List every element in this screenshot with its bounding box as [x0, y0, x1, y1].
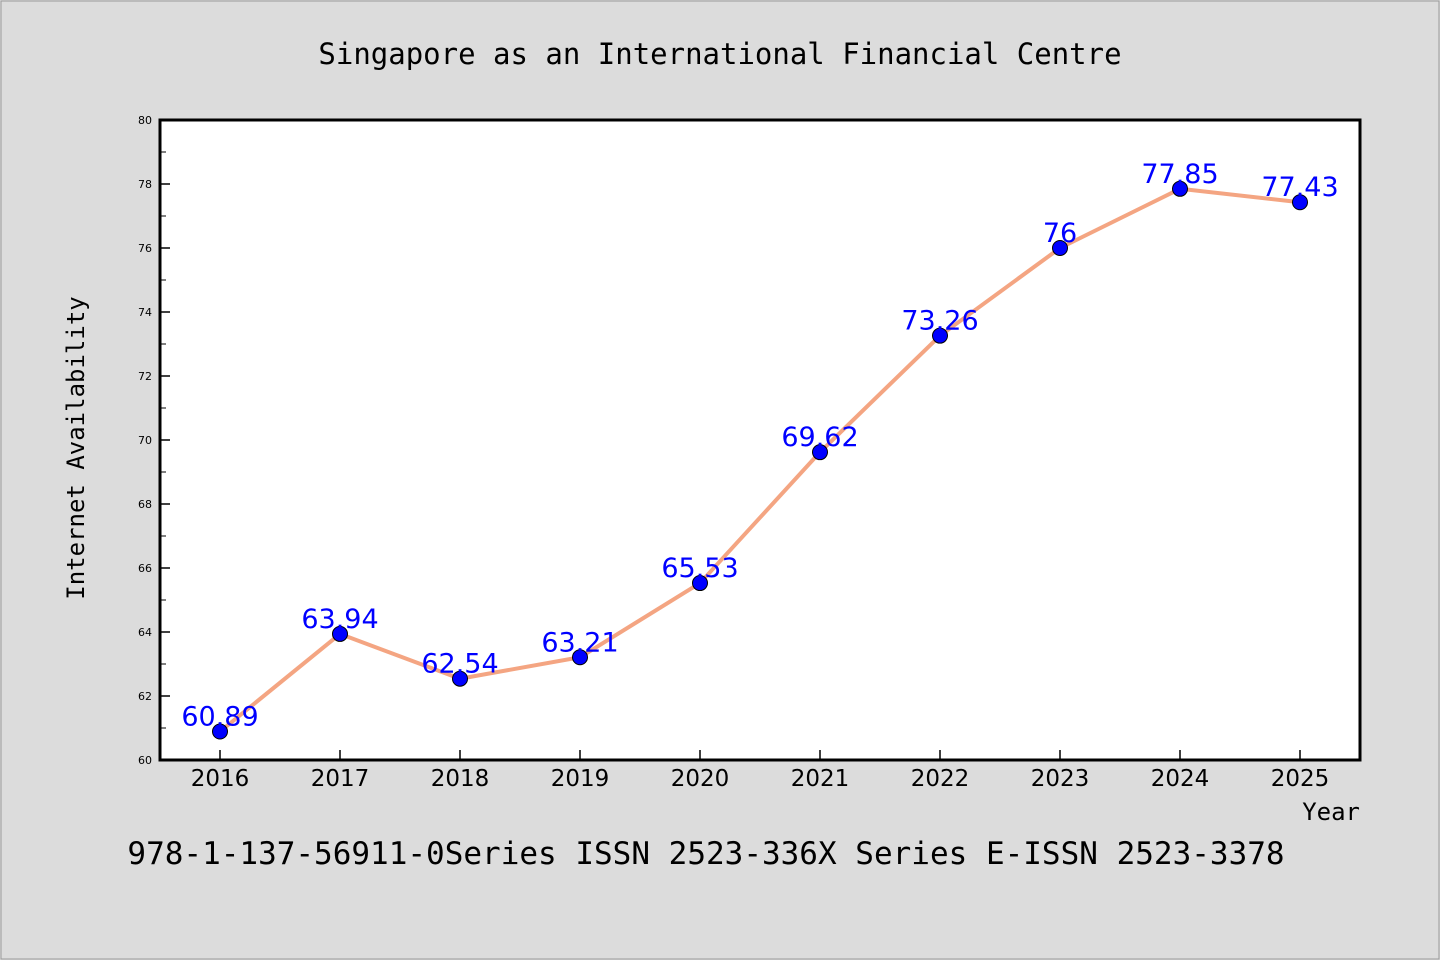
y-tick-label: 68	[138, 498, 152, 511]
x-tick-label: 2016	[191, 766, 250, 792]
y-tick-label: 60	[138, 754, 152, 767]
data-point	[1052, 240, 1068, 256]
data-label: 62.54	[421, 649, 498, 680]
y-axis-label: Internet Availability	[62, 296, 90, 599]
x-tick-label: 2023	[1031, 766, 1090, 792]
x-tick-label: 2025	[1271, 766, 1330, 792]
x-tick-label: 2022	[911, 766, 970, 792]
plot-area	[160, 120, 1360, 760]
y-tick-label: 78	[138, 178, 152, 191]
series-markers	[212, 180, 1308, 740]
data-labels: 60.89 63.94 62.54 63.21 65.53 69.62 73.26 76 77.…	[181, 159, 1338, 733]
y-tick-label: 76	[138, 242, 152, 255]
x-tick-label: 2024	[1151, 766, 1210, 792]
x-axis-label: Year	[1302, 798, 1360, 826]
data-label: 77.85	[1141, 159, 1218, 190]
plot-frame	[158, 118, 1362, 762]
data-point	[1292, 194, 1308, 211]
data-label: 76	[1043, 218, 1077, 249]
x-tick-label: 2019	[551, 766, 610, 792]
data-label: 60.89	[181, 702, 258, 733]
x-tick-label: 2021	[791, 766, 850, 792]
y-tick-label: 62	[138, 690, 152, 703]
x-axis: 2016 2017 2018 2019 2020 2021 2022 2023 2024 2025	[191, 750, 1330, 792]
y-tick-label: 74	[138, 306, 152, 319]
y-axis: 60 62 64 66 68 70 72 74 76 78 80	[138, 114, 170, 767]
data-point	[452, 670, 468, 687]
chart-title: Singapore as an International Financial …	[318, 37, 1121, 71]
data-label: 63.94	[301, 604, 378, 635]
data-point	[812, 444, 828, 461]
y-tick-label: 72	[138, 370, 152, 383]
data-point	[692, 575, 708, 592]
y-tick-label: 66	[138, 562, 152, 575]
y-tick-label: 64	[138, 626, 152, 639]
data-label: 63.21	[541, 627, 618, 658]
data-point	[932, 327, 948, 344]
x-tick-label: 2020	[671, 766, 730, 792]
data-point	[572, 649, 588, 666]
data-label: 69.62	[781, 422, 858, 453]
series-line	[218, 186, 1302, 734]
data-point	[1172, 180, 1188, 197]
data-point	[332, 625, 348, 642]
data-label: 77.43	[1261, 172, 1338, 203]
data-point	[212, 723, 228, 740]
y-tick-label: 70	[138, 434, 152, 447]
data-label: 73.26	[901, 306, 978, 337]
x-tick-label: 2017	[311, 766, 370, 792]
footer-text: 978-1-137-56911-0Series ISSN 2523-336X S…	[127, 836, 1284, 872]
x-tick-label: 2018	[431, 766, 490, 792]
data-label: 65.53	[661, 553, 738, 584]
y-tick-label: 80	[138, 114, 152, 127]
